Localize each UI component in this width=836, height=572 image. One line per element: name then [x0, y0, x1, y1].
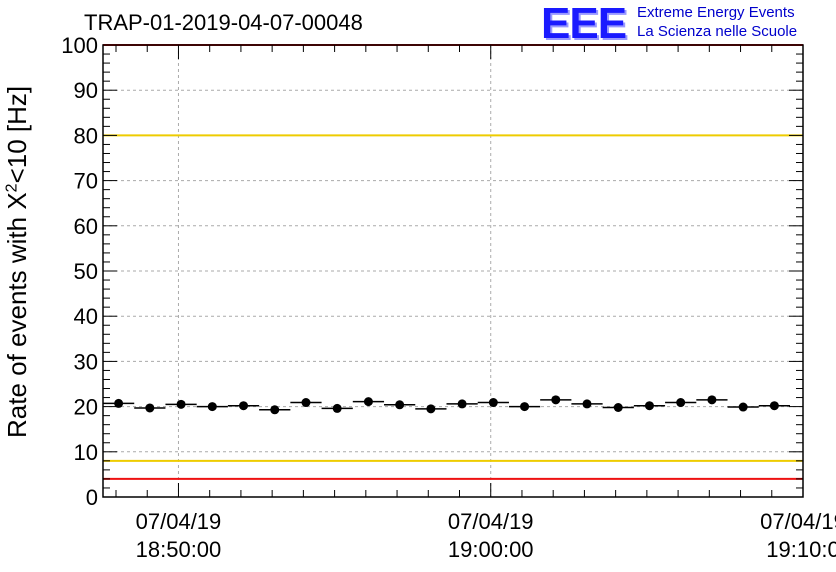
chart-title: TRAP-01-2019-04-07-00048	[84, 10, 363, 35]
y-axis-label: Rate of events with X2<10 [Hz]	[2, 86, 33, 438]
data-point	[613, 403, 623, 413]
data-point	[582, 399, 592, 409]
logo-line-1: Extreme Energy Events	[637, 4, 795, 21]
y-tick-label: 90	[74, 78, 98, 103]
data-point	[332, 403, 342, 413]
data-point	[395, 400, 405, 410]
reference-lines	[103, 44, 803, 480]
logo-line-2: La Scienza nelle Scuole	[637, 23, 798, 40]
data-point	[769, 401, 779, 411]
data-point	[207, 402, 217, 412]
data-point	[707, 395, 717, 405]
x-tick-time-label: 18:50:00	[136, 537, 222, 562]
x-tick-date-label: 07/04/19	[760, 509, 836, 534]
y-tick-label: 40	[74, 304, 98, 329]
y-tick-label: 80	[74, 123, 98, 148]
y-tick-label: 100	[61, 33, 98, 58]
data-point	[114, 398, 124, 408]
data-point	[301, 398, 311, 408]
data-point	[644, 401, 654, 411]
axis-ticks	[103, 44, 804, 498]
y-axis-label-suffix: <10 [Hz]	[2, 85, 32, 184]
y-tick-label: 30	[74, 349, 98, 374]
data-point	[676, 398, 686, 408]
y-tick-label: 20	[74, 395, 98, 420]
data-point	[738, 402, 748, 412]
data-point	[520, 402, 530, 412]
grid-lines	[103, 45, 803, 497]
data-point	[457, 399, 467, 409]
x-tick-date-label: 07/04/19	[448, 509, 534, 534]
y-tick-label: 60	[74, 214, 98, 239]
data-point	[176, 399, 186, 409]
y-tick-label: 0	[86, 485, 98, 510]
x-tick-time-label: 19:10:0	[766, 537, 836, 562]
data-point	[270, 405, 280, 415]
x-tick-date-label: 07/04/19	[136, 509, 222, 534]
data-point	[488, 398, 498, 408]
x-tick-time-label: 19:00:00	[448, 537, 534, 562]
data-point	[239, 401, 249, 411]
data-points	[103, 395, 790, 415]
data-point	[551, 395, 561, 405]
y-tick-label: 10	[74, 440, 98, 465]
data-point	[363, 397, 373, 407]
tick-labels: 0 10 20 30 40 50 60 70 80 90 100 07/04/19 18:50:00 07…	[61, 33, 836, 562]
logo-mark: EEE	[541, 0, 627, 48]
data-point	[426, 404, 436, 414]
y-tick-label: 70	[74, 169, 98, 194]
y-axis-label-superscript: 2	[3, 183, 21, 193]
data-point	[145, 403, 155, 413]
y-axis-label-prefix: Rate of events with X	[2, 192, 32, 438]
y-tick-label: 50	[74, 259, 98, 284]
